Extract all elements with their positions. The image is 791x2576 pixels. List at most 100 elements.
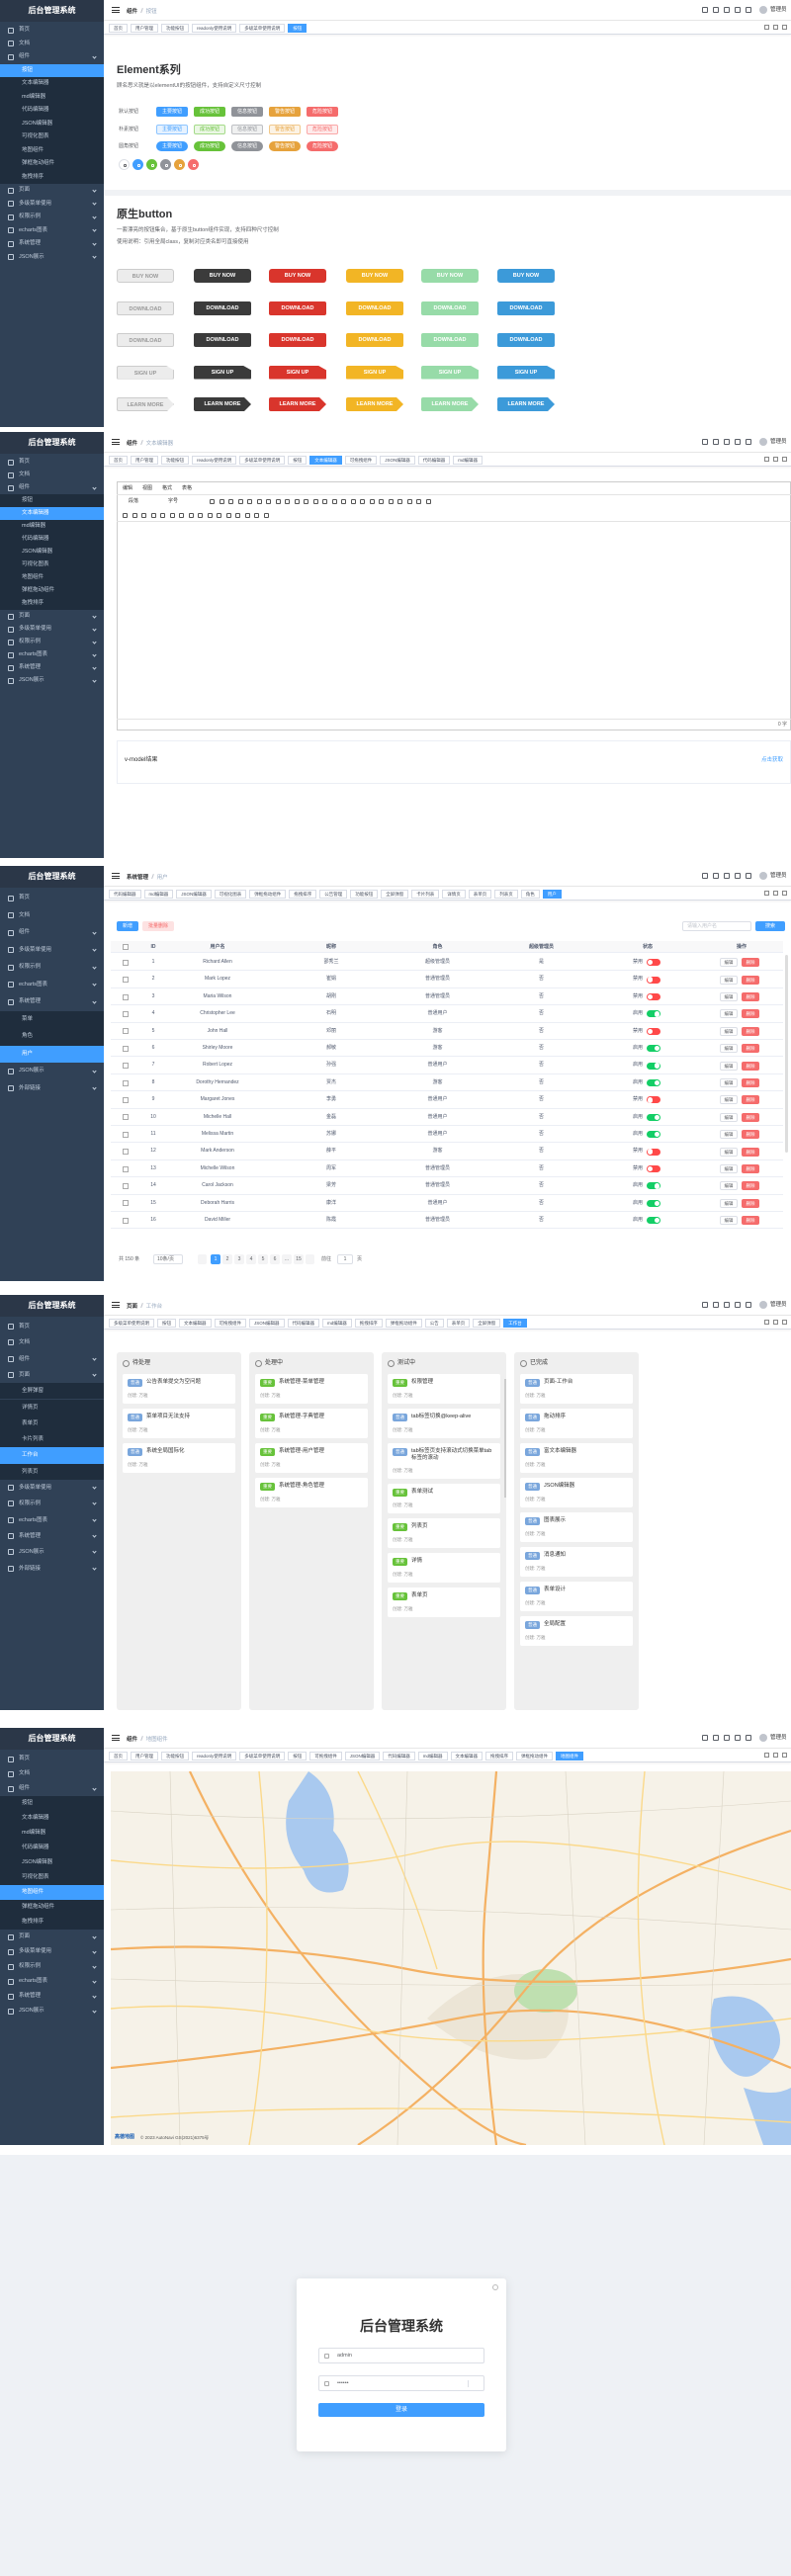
tag[interactable]: 表单页 [468, 889, 492, 899]
menu-item[interactable]: 权限示例 [0, 1959, 104, 1974]
user-name[interactable]: 管理员 [770, 873, 787, 879]
menu-item[interactable]: JSON展示 [0, 251, 104, 265]
header-icon[interactable] [746, 873, 751, 879]
menu-item[interactable]: 代码编辑器 [0, 104, 104, 118]
toolbar-icon[interactable] [285, 499, 290, 504]
delete-button[interactable]: 删除 [742, 1216, 759, 1226]
edit-button[interactable]: 编辑 [720, 1112, 738, 1122]
status-switch[interactable] [647, 1027, 660, 1035]
native-button[interactable]: DOWNLOAD [269, 333, 326, 347]
task-card[interactable]: 普通 JSON编辑器 创建: 万雅 [520, 1478, 633, 1507]
menu-item[interactable]: 页面 [0, 184, 104, 198]
batch-delete-button[interactable]: 批量删除 [142, 921, 174, 931]
header-icon[interactable] [702, 439, 708, 445]
el-button[interactable]: 主要按钮 [156, 124, 188, 134]
task-card[interactable]: 普通 全局配置 创建: 万雅 [520, 1616, 633, 1646]
task-card[interactable]: 普通 系统全局国际化 创建: 万雅 [123, 1443, 235, 1473]
login-input[interactable]: admin [318, 2348, 484, 2363]
menu-item[interactable]: 首页 [0, 1752, 104, 1766]
menu-item[interactable]: 多级菜单使用 [0, 942, 104, 960]
toolbar-icon[interactable] [350, 499, 356, 504]
login-help[interactable] [492, 2284, 498, 2290]
status-switch[interactable] [647, 1217, 660, 1225]
tag[interactable]: 全屏弹窗 [381, 889, 409, 899]
menu-item[interactable]: 多级菜单使用 [0, 198, 104, 212]
menu-item[interactable]: 首页 [0, 456, 104, 469]
editor-menu[interactable]: 视图 [142, 485, 153, 491]
tag[interactable]: 代码编辑器 [109, 889, 141, 899]
menu-item[interactable]: 全屏弹窗 [0, 1383, 104, 1400]
toolbar-icon[interactable] [416, 499, 421, 504]
task-card[interactable]: 重要 表单页 创建: 万雅 [388, 1588, 500, 1617]
toolbar-icon[interactable] [254, 513, 259, 518]
menu-item[interactable]: 组件 [0, 481, 104, 494]
row-checkbox[interactable] [123, 1200, 129, 1207]
editor-select[interactable]: 段落 [129, 498, 139, 504]
toolbar-icon[interactable] [425, 499, 431, 504]
menu-item[interactable]: 首页 [0, 890, 104, 907]
edit-button[interactable]: 编辑 [720, 1044, 738, 1054]
status-switch[interactable] [647, 976, 660, 984]
tags-tool[interactable] [773, 457, 778, 462]
native-button[interactable]: SIGN UP [194, 365, 251, 380]
menu-item[interactable]: JSON编辑器 [0, 1855, 104, 1870]
icon-button[interactable] [146, 159, 157, 170]
tag[interactable]: 按钮 [288, 455, 308, 465]
toolbar-icon[interactable] [169, 513, 175, 518]
delete-button[interactable]: 删除 [742, 958, 759, 968]
menu-item[interactable]: 文本编辑器 [0, 507, 104, 520]
menu-item[interactable]: 代码编辑器 [0, 1841, 104, 1855]
tag[interactable]: md编辑器 [417, 1751, 448, 1760]
menu-item[interactable]: 弹框拖动组件 [0, 1900, 104, 1915]
delete-button[interactable]: 删除 [742, 1198, 759, 1208]
tag[interactable]: 公告 [424, 1318, 444, 1328]
native-button[interactable]: LEARN MORE [269, 397, 326, 411]
edit-button[interactable]: 编辑 [720, 1216, 738, 1226]
menu-item[interactable]: 详情页 [0, 1399, 104, 1416]
tags-tool[interactable] [773, 1753, 778, 1758]
tag[interactable]: 拖拽排序 [354, 1318, 383, 1328]
tag[interactable]: 按钮 [288, 1751, 308, 1760]
toolbar-icon[interactable] [219, 499, 224, 504]
menu-item[interactable]: 权限示例 [0, 959, 104, 977]
tag[interactable]: 代码编辑器 [287, 1318, 320, 1328]
tag[interactable]: 公告管理 [319, 889, 348, 899]
native-button[interactable]: BUY NOW [269, 269, 326, 283]
row-checkbox[interactable] [123, 1010, 129, 1017]
menu-item[interactable]: JSON编辑器 [0, 546, 104, 558]
el-button[interactable]: 主要按钮 [156, 107, 188, 117]
menu-item[interactable]: 文本编辑器 [0, 77, 104, 91]
menu-item[interactable]: 按钮 [0, 1796, 104, 1811]
task-card[interactable]: 重要 系统管理-字典管理 创建: 万雅 [255, 1409, 368, 1438]
status-switch[interactable] [647, 1079, 660, 1086]
row-checkbox[interactable] [123, 1028, 129, 1035]
header-icon[interactable] [746, 1302, 751, 1308]
menu-item[interactable]: 组件 [0, 924, 104, 942]
tag[interactable]: 文本编辑器 [450, 1751, 483, 1760]
tag[interactable]: 拖拽排序 [485, 1751, 514, 1760]
edit-button[interactable]: 编辑 [720, 1198, 738, 1208]
menu-item[interactable]: md编辑器 [0, 1826, 104, 1841]
el-button[interactable]: 危险按钮 [307, 107, 338, 117]
task-card[interactable]: 重要 列表页 创建: 万雅 [388, 1518, 500, 1548]
toolbar-icon[interactable] [179, 513, 184, 518]
tag[interactable]: 首页 [109, 455, 128, 465]
header-icon[interactable] [702, 1302, 708, 1308]
tags-tool[interactable] [764, 457, 769, 462]
delete-button[interactable]: 删除 [742, 1164, 759, 1173]
status-switch[interactable] [647, 1199, 660, 1207]
toolbar-icon[interactable] [275, 499, 281, 504]
native-button[interactable]: SIGN UP [421, 365, 479, 380]
row-checkbox[interactable] [123, 1131, 129, 1138]
tag[interactable]: 按钮 [288, 23, 308, 33]
row-checkbox[interactable] [123, 1063, 129, 1070]
tags-tool[interactable] [782, 25, 787, 30]
toolbar-icon[interactable] [160, 513, 165, 518]
status-switch[interactable] [647, 959, 660, 967]
native-button[interactable]: SIGN UP [497, 365, 555, 380]
tag[interactable]: 文本编辑器 [309, 455, 342, 465]
task-card[interactable]: 普通 消息通知 创建: 万雅 [520, 1547, 633, 1577]
toolbar-icon[interactable] [369, 499, 375, 504]
native-button[interactable]: BUY NOW [117, 269, 174, 283]
tag[interactable]: 按钮 [157, 1318, 176, 1328]
